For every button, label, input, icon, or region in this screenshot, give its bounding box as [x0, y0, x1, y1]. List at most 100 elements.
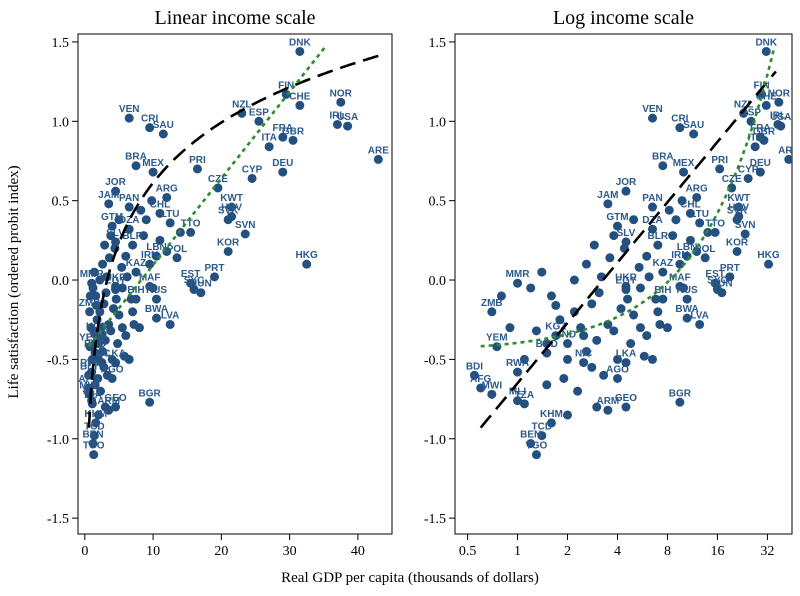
point-label: MMR [506, 269, 531, 280]
point-label: SYC [707, 276, 728, 287]
point-label: CZE [208, 174, 228, 185]
data-point [662, 323, 672, 333]
data-point [715, 164, 725, 174]
data-point [592, 402, 602, 412]
point-label: BWA [145, 304, 168, 315]
data-point [642, 251, 652, 261]
data-point [131, 161, 141, 171]
data-point [759, 135, 769, 145]
data-point [587, 362, 597, 372]
point-label: BLR [648, 231, 669, 242]
point-label: SVN [235, 220, 256, 231]
point-label: PRT [720, 263, 740, 274]
point-label: SVK [727, 206, 748, 217]
point-label: RWA [506, 358, 529, 369]
data-point [776, 121, 786, 131]
y-tick-label: 0.0 [52, 274, 70, 289]
y-tick-label: -1.0 [424, 433, 446, 448]
data-point [139, 231, 149, 241]
data-point [635, 283, 645, 293]
data-point [653, 307, 663, 317]
data-point [755, 167, 765, 177]
data-point [93, 410, 103, 420]
data-point [621, 402, 631, 412]
y-tick-label: -1.5 [424, 512, 446, 527]
data-point [111, 186, 121, 196]
data-point [626, 339, 636, 349]
point-label: MEX [673, 158, 695, 169]
x-tick-label: 32 [760, 544, 774, 559]
data-point [107, 373, 117, 383]
y-tick-label: 1.0 [52, 115, 70, 130]
point-label: JOR [616, 177, 637, 188]
data-point [546, 418, 556, 428]
y-tick-label: -0.5 [424, 353, 446, 368]
data-point [104, 405, 114, 415]
x-tick-label: 8 [664, 544, 671, 559]
point-label: NZL [734, 99, 753, 110]
point-label: FIN [754, 80, 770, 91]
point-label: PRI [711, 155, 728, 166]
x-tick-label: 1 [514, 544, 521, 559]
data-point [86, 323, 96, 333]
data-point [104, 199, 114, 209]
data-point [581, 259, 591, 269]
data-point [186, 227, 196, 237]
y-tick-label: 1.5 [429, 36, 447, 51]
point-label: HUN [190, 279, 212, 290]
data-point [487, 389, 497, 399]
data-point [98, 346, 108, 356]
point-label: DZA [119, 215, 140, 226]
point-label: HUN [711, 279, 733, 290]
point-label: PRI [189, 155, 206, 166]
point-label: KAZ [126, 258, 147, 269]
data-point [111, 285, 121, 295]
point-label: GEO [615, 393, 637, 404]
data-point [148, 167, 158, 177]
data-point [162, 192, 172, 202]
data-point [89, 267, 99, 277]
data-point [189, 285, 199, 295]
x-axis-label: Real GDP per capita (thousands of dollar… [281, 570, 539, 586]
panel-title: Linear income scale [154, 7, 315, 29]
data-point [487, 307, 497, 317]
data-point [196, 288, 206, 298]
data-point [655, 319, 665, 329]
data-point [295, 46, 305, 56]
data-point [559, 373, 569, 383]
panel-log: Log income scale -1.5 -1.0 -0.5 0.0 0.5 1.0 1.5… [424, 7, 793, 559]
point-label: ARE [368, 145, 389, 156]
data-point [581, 346, 591, 356]
point-label: RUS [146, 285, 167, 296]
point-label: ITA [747, 133, 762, 144]
data-point [689, 129, 699, 139]
fit-line-log [479, 70, 777, 429]
data-point [717, 288, 727, 298]
data-point [227, 202, 237, 212]
point-label: BEN [82, 430, 103, 441]
point-label: AFG [470, 374, 491, 385]
point-label: EGY [105, 276, 126, 287]
data-point [668, 231, 678, 241]
plot-frame [77, 33, 393, 535]
data-point [734, 212, 744, 222]
point-label: BGD [536, 339, 558, 350]
data-point [675, 259, 685, 269]
point-label: LTU [690, 209, 709, 220]
data-point [111, 294, 121, 304]
data-point [647, 224, 657, 234]
data-point [513, 396, 523, 406]
point-label: CHE [289, 91, 310, 102]
point-label: IRL [329, 110, 345, 121]
point-label: ESP [249, 107, 269, 118]
x-tick-label: 4 [614, 544, 621, 559]
data-point [145, 397, 155, 407]
data-point [634, 262, 644, 272]
data-point [147, 196, 157, 206]
data-point [152, 294, 161, 304]
data-point [121, 251, 131, 261]
point-label: LTU [161, 209, 180, 220]
point-label: JAM [597, 190, 618, 201]
point-label: DEU [750, 158, 771, 169]
point-label: USA [337, 112, 358, 123]
